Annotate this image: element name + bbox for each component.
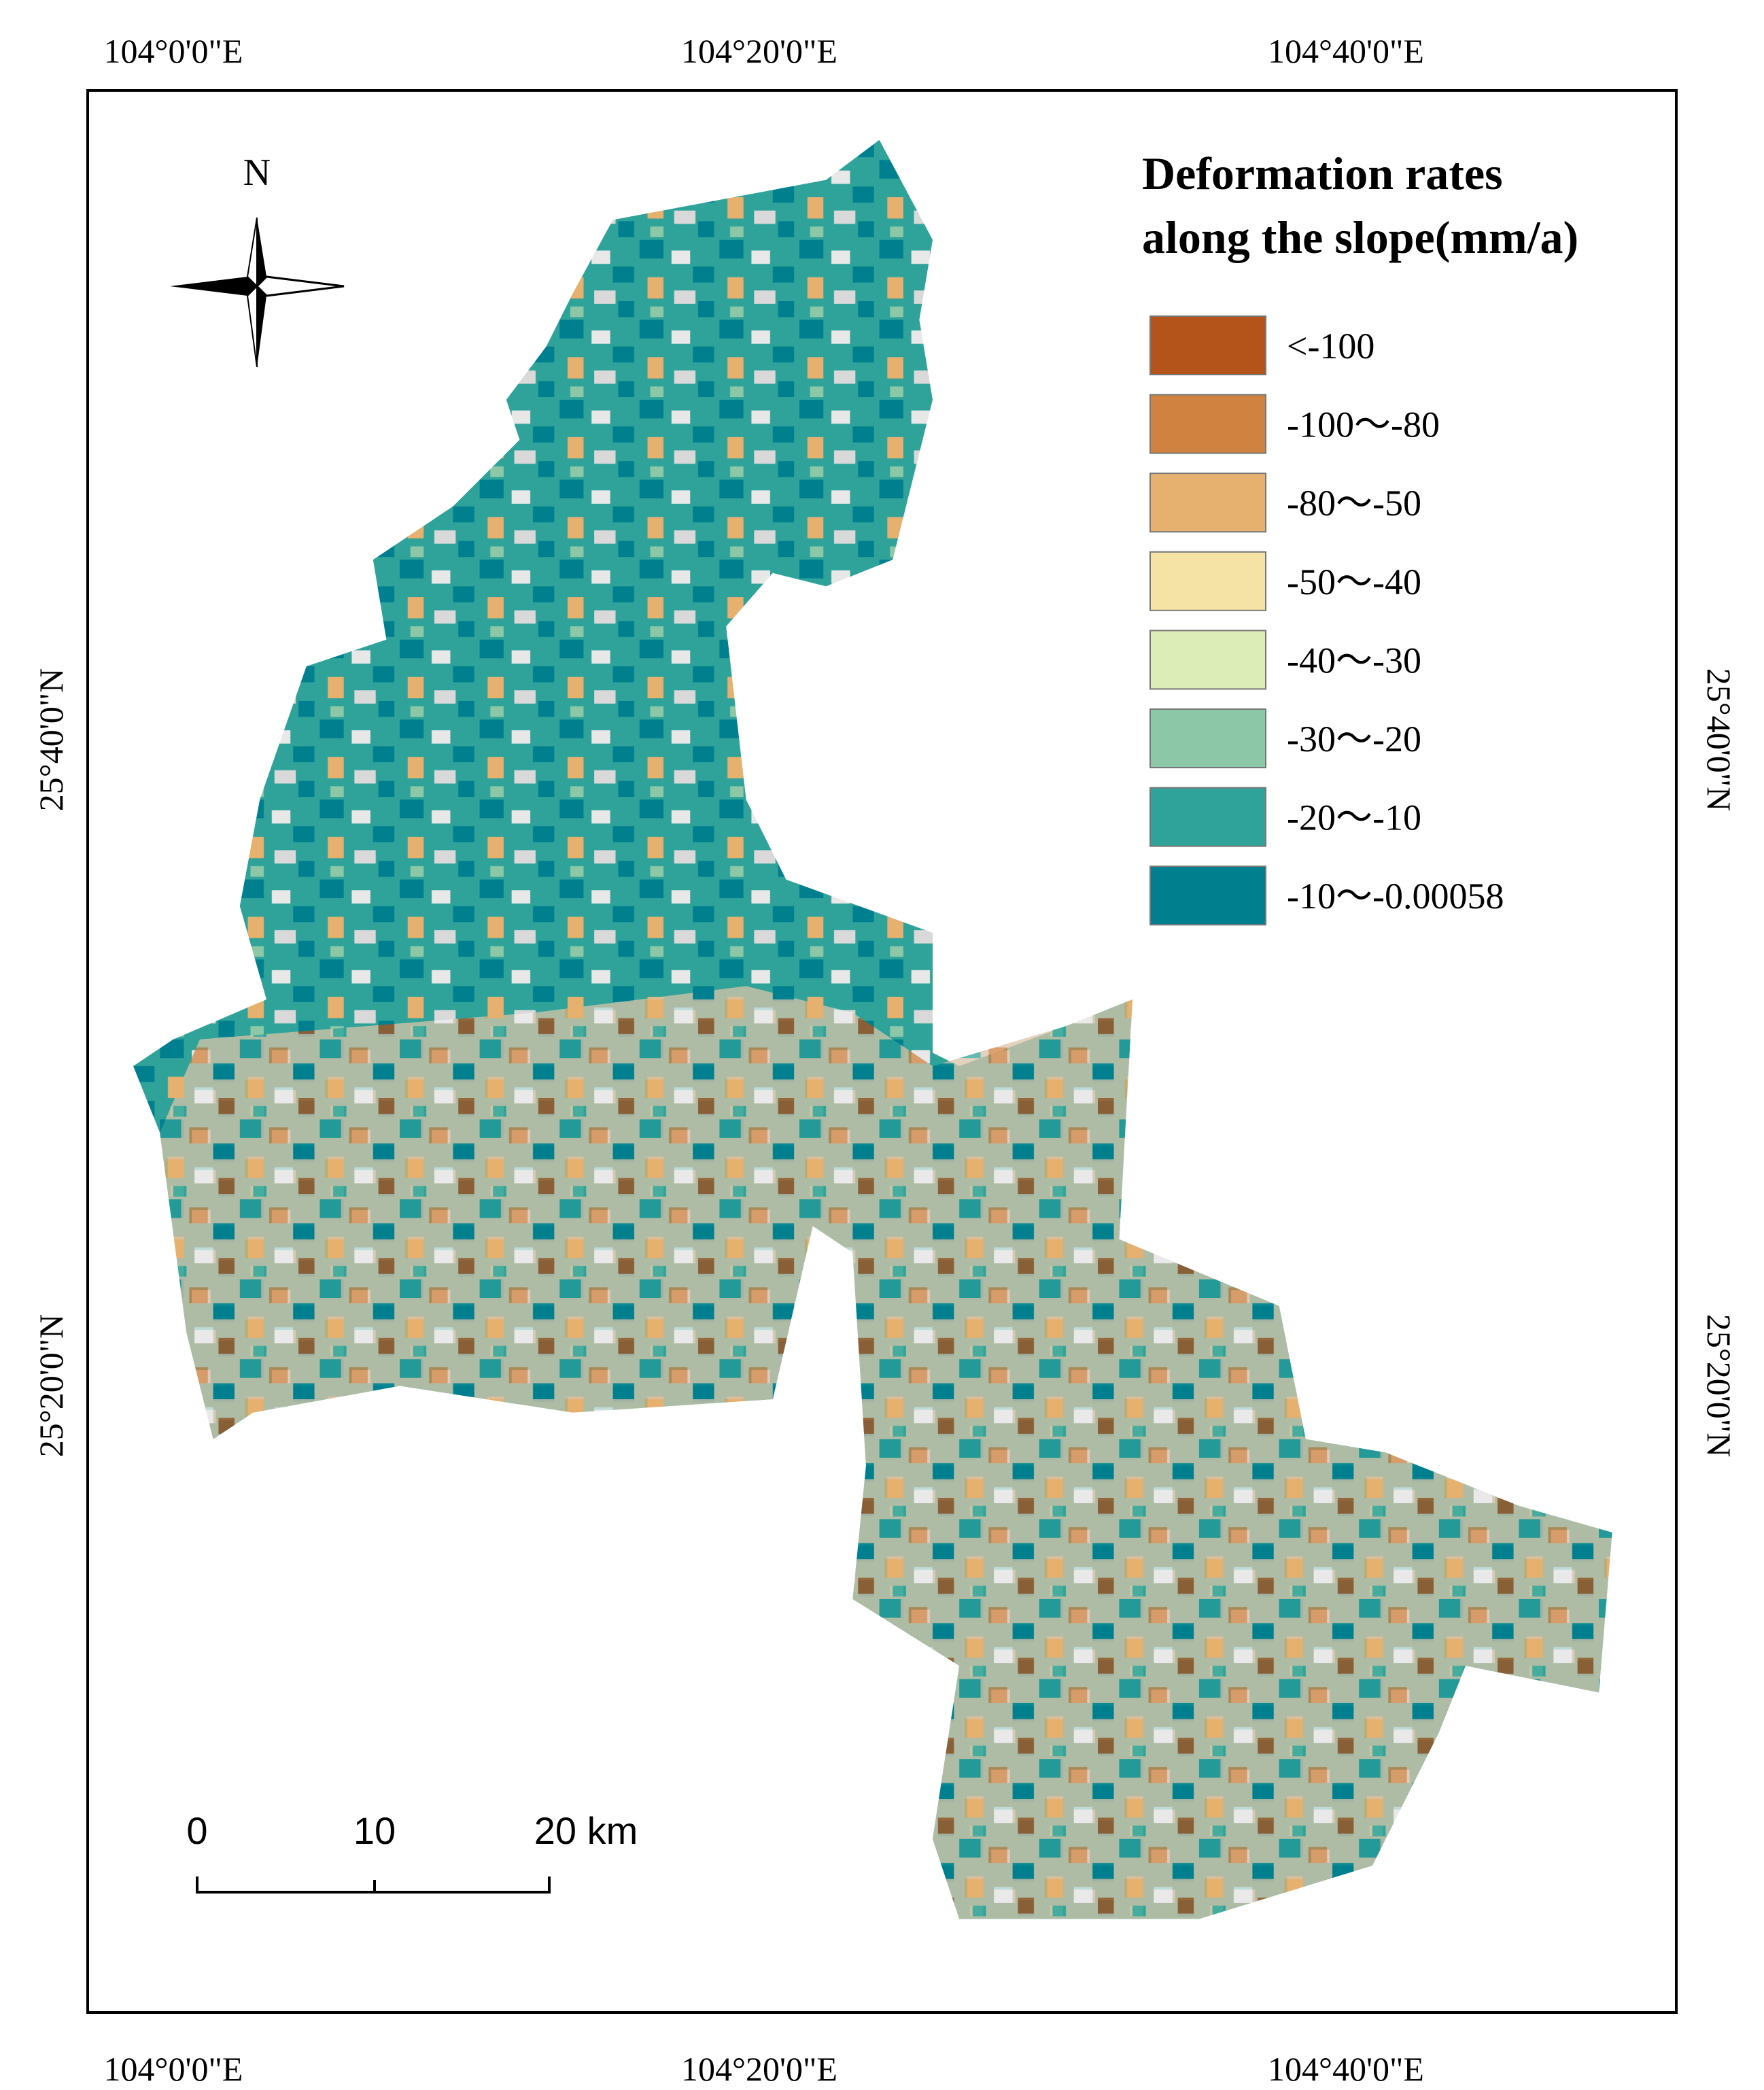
- scale-label: 0: [186, 1809, 207, 1852]
- longitude-label: 104°20'0"E: [681, 32, 837, 70]
- legend-label: <-100: [1287, 326, 1374, 366]
- north-label: N: [243, 152, 271, 194]
- legend-label: -30～-20: [1287, 719, 1421, 759]
- longitude-label: 104°0'0"E: [104, 32, 243, 70]
- legend-label: -100～-80: [1287, 405, 1440, 445]
- legend-swatch: [1149, 708, 1266, 768]
- map-frame: [86, 89, 1678, 2014]
- legend-swatch: [1149, 315, 1266, 375]
- longitude-label: 104°20'0"E: [681, 2050, 837, 2088]
- legend-title: Deformation rates: [1142, 148, 1503, 199]
- longitude-label: 104°40'0"E: [1268, 32, 1424, 70]
- legend-swatch: [1149, 473, 1266, 533]
- legend-swatch: [1149, 551, 1266, 611]
- latitude-label: 25°40'0"N: [1700, 668, 1738, 812]
- legend-swatch: [1149, 866, 1266, 926]
- legend-label: -20～-10: [1287, 798, 1421, 838]
- legend-label: -80～-50: [1287, 483, 1421, 524]
- scale-bar: [196, 1877, 551, 1894]
- legend-swatch: [1149, 630, 1266, 690]
- legend-title: along the slope(mm/a): [1142, 211, 1578, 263]
- legend-swatch: [1149, 394, 1266, 454]
- study-area: [133, 139, 1612, 1919]
- legend-label: -40～-30: [1287, 640, 1421, 681]
- legend-swatch: [1149, 787, 1266, 847]
- longitude-label: 104°40'0"E: [1268, 2050, 1424, 2088]
- latitude-label: 25°20'0"N: [32, 1314, 70, 1458]
- latitude-label: 25°20'0"N: [1700, 1314, 1738, 1458]
- latitude-label: 25°40'0"N: [32, 668, 70, 812]
- longitude-label: 104°0'0"E: [104, 2050, 243, 2088]
- scale-label: 10: [353, 1809, 396, 1852]
- scale-label: 20 km: [534, 1809, 638, 1852]
- region-south-texture: [160, 986, 1612, 1919]
- north-arrow: N: [170, 152, 345, 368]
- legend-label: -50～-40: [1287, 562, 1421, 602]
- legend-label: -10～-0.00058: [1287, 876, 1504, 916]
